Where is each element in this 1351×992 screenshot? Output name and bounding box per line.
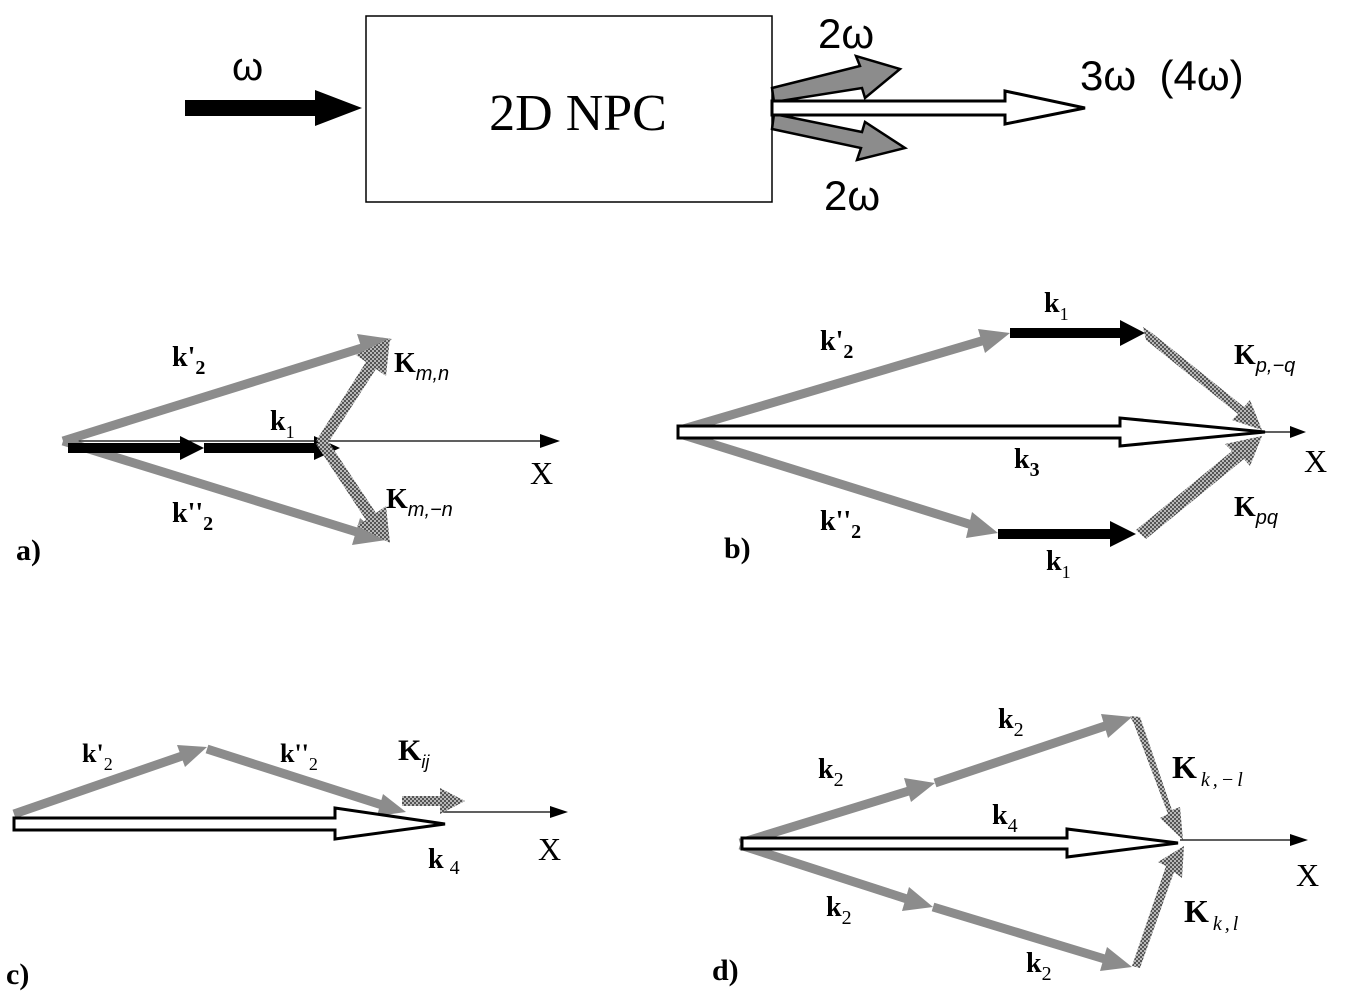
k2-lower-right-vector bbox=[931, 902, 1110, 965]
output-lower-label: 2ω bbox=[824, 172, 880, 219]
label-K-upper: Kp,−q bbox=[1234, 340, 1295, 377]
label-k1: k1 bbox=[270, 406, 295, 442]
x-axis-arrowhead bbox=[1290, 834, 1308, 846]
k2-prime-arrowhead bbox=[978, 329, 1010, 353]
K-vector bbox=[402, 788, 465, 814]
npc-box-label: 2D NPC bbox=[489, 85, 667, 142]
x-axis-arrowhead bbox=[540, 434, 560, 448]
label-k2-prime: k'2 bbox=[82, 739, 113, 774]
label-k1-lower: k1 bbox=[1046, 546, 1071, 582]
label-K-lower: Km,−n bbox=[386, 484, 453, 521]
label-k2-dprime: k''2 bbox=[172, 498, 213, 535]
input-label: ω bbox=[232, 45, 263, 89]
label-k4: k4 bbox=[992, 800, 1018, 837]
K-lower-vector bbox=[316, 438, 390, 543]
x-axis-arrowhead bbox=[550, 806, 568, 818]
k2-prime-arrowhead bbox=[177, 745, 207, 767]
k2-upper-left-vector bbox=[738, 785, 914, 848]
K-lower-vector bbox=[1132, 846, 1184, 968]
input-arrow bbox=[185, 90, 362, 126]
k2-lower-left-arrowhead bbox=[902, 887, 933, 911]
label-k2-lower-right: k2 bbox=[1026, 948, 1052, 985]
K-lower-vector bbox=[1136, 436, 1262, 539]
K-upper-vector bbox=[1130, 716, 1183, 840]
k2-dprime-vector bbox=[205, 744, 384, 810]
k1-vector-first bbox=[68, 436, 204, 460]
axis-label-x: X bbox=[1296, 857, 1319, 893]
label-k2-prime: k'2 bbox=[172, 342, 205, 379]
k2-upper-right-vector bbox=[933, 720, 1110, 788]
k1-upper-vector bbox=[1010, 320, 1145, 346]
tag-b: b) bbox=[724, 532, 751, 565]
output-lower-arrow bbox=[770, 112, 909, 162]
k2-dprime-vector bbox=[61, 436, 362, 538]
label-k2-prime: k'2 bbox=[820, 326, 853, 363]
k4-vector bbox=[740, 827, 1179, 859]
k2-prime-vector bbox=[61, 342, 367, 446]
k2-dprime-arrowhead bbox=[377, 794, 406, 816]
k1-vector-second bbox=[204, 436, 340, 460]
K-upper-vector bbox=[316, 338, 390, 446]
k2-dprime-vector bbox=[678, 429, 974, 530]
label-k2-dprime: k''2 bbox=[820, 506, 861, 543]
k3-vector bbox=[676, 416, 1266, 448]
k2-upper-left-arrowhead bbox=[904, 778, 935, 802]
top-block: ω 2D NPC 2ω 2ω 3ω (4ω) bbox=[185, 10, 1244, 219]
panel-b: b) k'2 k''2 k1 k1 k3 Kp,−q Kpq X bbox=[676, 288, 1327, 582]
output-main-arrow bbox=[770, 89, 1086, 126]
label-k2-dprime: k''2 bbox=[280, 739, 318, 774]
label-k2-upper-left: k2 bbox=[818, 754, 844, 791]
label-k2-lower-left: k2 bbox=[826, 892, 852, 929]
axis-label-x: X bbox=[530, 455, 553, 491]
k2-lower-left-vector bbox=[738, 840, 912, 905]
label-k1-upper: k1 bbox=[1044, 288, 1069, 324]
K-upper-vector bbox=[1143, 327, 1262, 430]
k2-prime-vector bbox=[678, 335, 987, 435]
k4-vector bbox=[12, 806, 446, 841]
label-k2-upper-right: k2 bbox=[998, 704, 1024, 741]
label-K-lower: Kpq bbox=[1234, 492, 1278, 529]
output-upper-label: 2ω bbox=[818, 10, 874, 57]
x-axis-arrowhead bbox=[1290, 426, 1306, 438]
npc-box bbox=[365, 15, 773, 203]
tag-a: a) bbox=[16, 534, 41, 567]
output-upper-arrow bbox=[770, 54, 903, 104]
tag-d: d) bbox=[712, 954, 739, 987]
output-main-label: 3ω (4ω) bbox=[1080, 52, 1244, 99]
label-K: Kij bbox=[398, 734, 430, 772]
k2-prime-vector bbox=[12, 750, 187, 819]
k2-dprime-arrowhead bbox=[966, 512, 998, 538]
label-K-upper: Km,n bbox=[394, 348, 449, 385]
tag-c: c) bbox=[6, 958, 29, 991]
axis-label-x: X bbox=[538, 831, 561, 867]
k2-lower-right-arrowhead bbox=[1100, 947, 1132, 971]
label-k3: k3 bbox=[1014, 444, 1040, 481]
k1-lower-vector bbox=[998, 521, 1136, 547]
panel-a: a) k'2 k''2 k1 Km,n Km,−n X bbox=[16, 334, 560, 567]
axis-label-x: X bbox=[1304, 443, 1327, 479]
k2-upper-right-arrowhead bbox=[1101, 714, 1132, 738]
